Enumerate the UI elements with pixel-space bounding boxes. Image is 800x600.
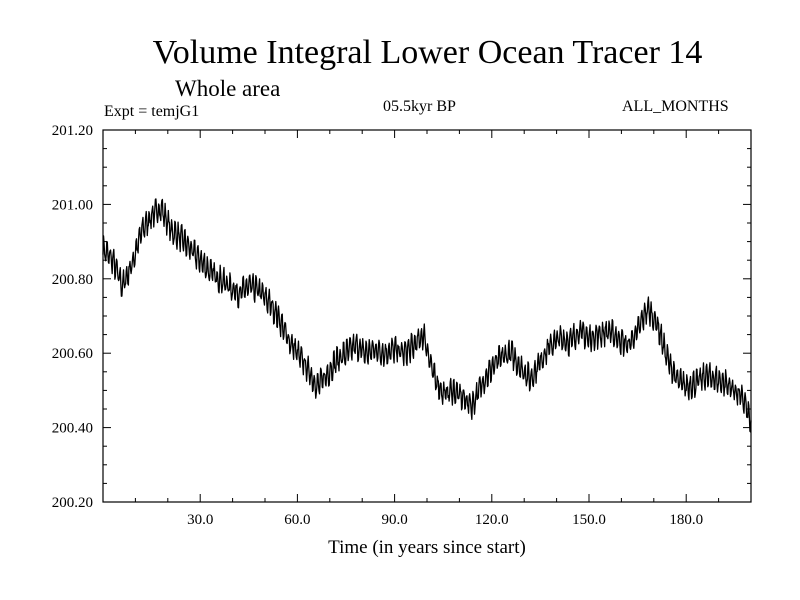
period-label: 05.5kyr BP	[383, 98, 456, 115]
plot-frame	[102, 129, 752, 503]
chart-title: Volume Integral Lower Ocean Tracer 14	[152, 34, 703, 71]
x-tick-label: 150.0	[572, 512, 606, 528]
x-tick-label: 90.0	[381, 512, 407, 528]
x-tick-label: 60.0	[284, 512, 310, 528]
x-axis-label: Time (in years since start)	[328, 537, 526, 558]
y-tick-label: 201.20	[52, 123, 93, 139]
y-tick-label: 200.60	[52, 346, 93, 362]
y-tick-label: 200.40	[52, 421, 93, 437]
series-layer	[102, 198, 752, 433]
axis-ticks: 30.0 60.0 90.0 120.0 150.0 180.0 200.20 200.40 2…	[52, 123, 751, 528]
chart-subtitle: Whole area	[175, 76, 281, 101]
x-tick-label: 120.0	[475, 512, 509, 528]
series-line	[102, 198, 752, 433]
y-tick-label: 200.20	[52, 495, 93, 511]
x-tick-label: 30.0	[187, 512, 213, 528]
months-label: ALL_MONTHS	[622, 98, 729, 115]
y-tick-label: 201.00	[52, 197, 93, 213]
experiment-label: Expt = temjG1	[104, 103, 200, 120]
y-tick-label: 200.80	[52, 272, 93, 288]
x-tick-label: 180.0	[669, 512, 703, 528]
